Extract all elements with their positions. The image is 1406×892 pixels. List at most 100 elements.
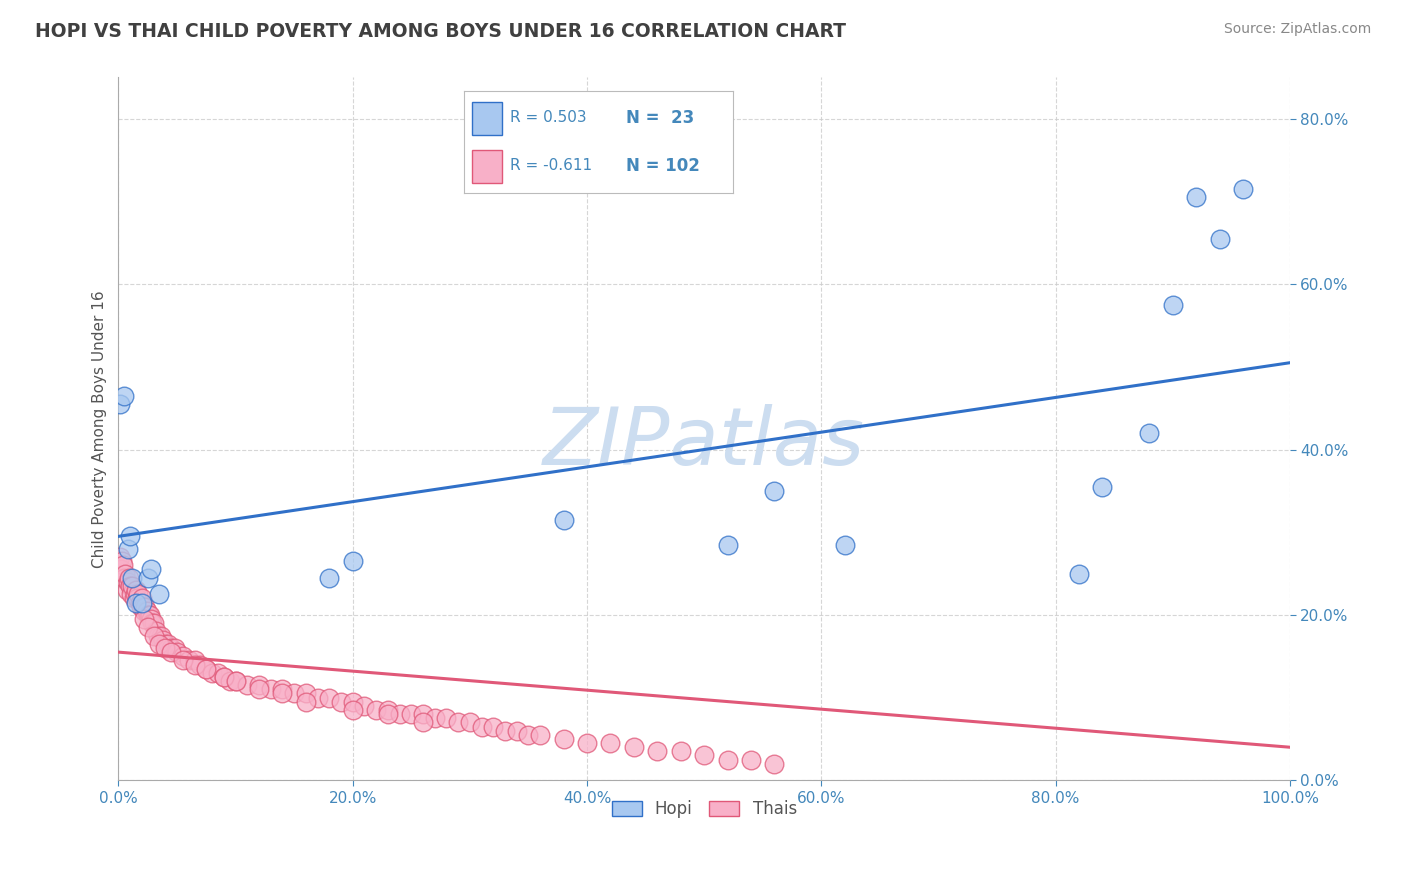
- Point: [342, 703, 364, 717]
- Point: [195, 662, 218, 676]
- Point: [506, 723, 529, 738]
- Point: [117, 541, 139, 556]
- Point: [132, 599, 155, 614]
- Point: [212, 670, 235, 684]
- Legend: Hopi, Thais: Hopi, Thais: [605, 793, 803, 825]
- Point: [129, 599, 152, 614]
- Point: [436, 711, 458, 725]
- Point: [108, 397, 131, 411]
- Point: [716, 538, 738, 552]
- Text: HOPI VS THAI CHILD POVERTY AMONG BOYS UNDER 16 CORRELATION CHART: HOPI VS THAI CHILD POVERTY AMONG BOYS UN…: [35, 22, 846, 41]
- Point: [201, 665, 224, 680]
- Point: [353, 698, 375, 713]
- Point: [163, 640, 186, 655]
- Point: [127, 587, 149, 601]
- Point: [138, 607, 160, 622]
- Point: [110, 562, 132, 576]
- Point: [127, 591, 149, 606]
- Point: [141, 616, 163, 631]
- Point: [118, 571, 141, 585]
- Point: [160, 645, 183, 659]
- Point: [740, 753, 762, 767]
- Point: [128, 595, 150, 609]
- Point: [318, 571, 340, 585]
- Point: [108, 549, 131, 564]
- Point: [423, 711, 446, 725]
- Point: [412, 707, 434, 722]
- Y-axis label: Child Poverty Among Boys Under 16: Child Poverty Among Boys Under 16: [93, 290, 107, 567]
- Point: [260, 682, 283, 697]
- Point: [160, 640, 183, 655]
- Point: [139, 607, 162, 622]
- Point: [172, 653, 194, 667]
- Point: [271, 686, 294, 700]
- Point: [120, 587, 142, 601]
- Point: [183, 657, 205, 672]
- Point: [247, 682, 270, 697]
- Point: [388, 707, 411, 722]
- Point: [1137, 425, 1160, 440]
- Point: [529, 728, 551, 742]
- Point: [134, 599, 156, 614]
- Point: [693, 748, 716, 763]
- Point: [195, 662, 218, 676]
- Point: [576, 736, 599, 750]
- Text: Source: ZipAtlas.com: Source: ZipAtlas.com: [1223, 22, 1371, 37]
- Point: [366, 703, 388, 717]
- Point: [207, 665, 229, 680]
- Point: [377, 703, 399, 717]
- Point: [834, 538, 856, 552]
- Point: [482, 720, 505, 734]
- Point: [247, 678, 270, 692]
- Point: [599, 736, 621, 750]
- Point: [112, 558, 135, 573]
- Point: [1185, 190, 1208, 204]
- Point: [212, 670, 235, 684]
- Point: [271, 682, 294, 697]
- Point: [136, 620, 159, 634]
- Point: [117, 574, 139, 589]
- Point: [1161, 298, 1184, 312]
- Point: [494, 723, 516, 738]
- Point: [149, 629, 172, 643]
- Point: [120, 579, 142, 593]
- Point: [236, 678, 259, 692]
- Point: [134, 612, 156, 626]
- Point: [177, 653, 200, 667]
- Point: [125, 583, 148, 598]
- Point: [553, 513, 575, 527]
- Point: [716, 753, 738, 767]
- Point: [412, 715, 434, 730]
- Point: [131, 595, 153, 609]
- Point: [377, 707, 399, 722]
- Point: [307, 690, 329, 705]
- Point: [148, 629, 170, 643]
- Point: [148, 637, 170, 651]
- Point: [111, 554, 134, 568]
- Point: [553, 731, 575, 746]
- Point: [120, 529, 142, 543]
- Point: [136, 607, 159, 622]
- Point: [121, 579, 143, 593]
- Point: [225, 674, 247, 689]
- Point: [458, 715, 481, 730]
- Point: [124, 587, 146, 601]
- Point: [1091, 480, 1114, 494]
- Point: [763, 756, 786, 771]
- Point: [623, 740, 645, 755]
- Point: [763, 483, 786, 498]
- Point: [517, 728, 540, 742]
- Point: [142, 629, 165, 643]
- Point: [141, 612, 163, 626]
- Point: [190, 657, 212, 672]
- Point: [669, 744, 692, 758]
- Point: [295, 695, 318, 709]
- Point: [148, 587, 170, 601]
- Point: [155, 640, 177, 655]
- Point: [342, 554, 364, 568]
- Point: [156, 637, 179, 651]
- Point: [318, 690, 340, 705]
- Text: ZIPatlas: ZIPatlas: [543, 404, 865, 482]
- Point: [125, 595, 148, 609]
- Point: [134, 604, 156, 618]
